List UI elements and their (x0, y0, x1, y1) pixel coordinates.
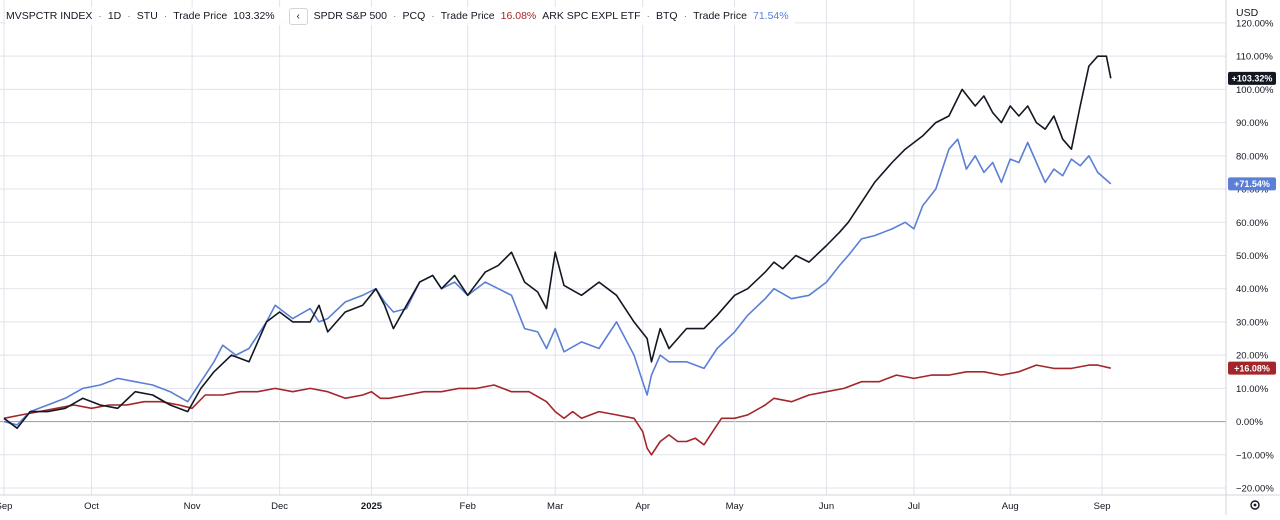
legend-sep: · (98, 10, 102, 22)
price-badge-label-1: +16.08% (1234, 363, 1270, 373)
legend-s1-exchange: STU (136, 10, 158, 22)
series-line-1[interactable] (3, 364, 1111, 456)
legend-sep: · (127, 10, 131, 22)
y-tick-label: 80.00% (1236, 151, 1269, 162)
price-badge-label-0: +103.32% (1232, 74, 1273, 84)
y-tick-label: 20.00% (1236, 351, 1269, 362)
legend-s3-exchange: BTQ (656, 10, 678, 22)
legend-s2-exchange: PCQ (402, 10, 426, 22)
price-badge-1 (1228, 361, 1276, 375)
y-tick-label: 40.00% (1236, 284, 1269, 295)
x-tick-label: Aug (1002, 501, 1019, 512)
currency-label[interactable]: USD (1236, 7, 1259, 19)
x-tick-label: Jun (819, 501, 834, 512)
chevron-left-icon[interactable]: ‹ (288, 7, 308, 25)
legend-sep: · (392, 10, 397, 22)
y-tick-label: 100.00% (1236, 85, 1274, 96)
series-line-0[interactable] (3, 55, 1112, 429)
x-tick-label: Jul (908, 501, 920, 512)
x-tick-label: May (726, 501, 744, 512)
x-tick-label: Feb (460, 501, 476, 512)
x-tick-label: 2025 (361, 501, 383, 512)
x-tick-label: Sep (0, 501, 12, 512)
legend-s3-name[interactable]: ARK SPC EXPL ETF (542, 10, 641, 22)
x-tick-label: Sep (1094, 501, 1111, 512)
y-tick-label: −20.00% (1236, 484, 1274, 495)
y-tick-label: 90.00% (1236, 118, 1269, 129)
x-tick-label: Dec (271, 501, 288, 512)
y-tick-label: 110.00% (1236, 52, 1273, 63)
price-badge-0 (1228, 71, 1276, 85)
y-tick-label: 30.00% (1236, 317, 1269, 328)
legend-s1-price-label: Trade Price (173, 10, 228, 22)
price-badge-2 (1228, 177, 1276, 191)
y-tick-label: 50.00% (1236, 251, 1269, 262)
legend-s2-value: 16.08% (500, 10, 537, 22)
gear-icon-center (1253, 503, 1257, 507)
y-tick-label: 0.00% (1236, 417, 1263, 428)
legend-s1-interval[interactable]: 1D (107, 10, 122, 22)
legend-sep: · (646, 10, 651, 22)
y-tick-label: 60.00% (1236, 218, 1269, 229)
legend-s3-price-label: Trade Price (693, 10, 747, 22)
legend-sep: · (163, 10, 168, 22)
legend-bar: MVSPCTR INDEX · 1D · STU · Trade Price 1… (6, 7, 795, 25)
legend-s1-name[interactable]: MVSPCTR INDEX (6, 10, 93, 22)
x-tick-label: Apr (635, 501, 650, 512)
x-tick-label: Oct (84, 501, 99, 512)
price-badge-label-2: +71.54% (1234, 179, 1270, 189)
legend-s3-value: 71.54% (752, 10, 789, 22)
legend-s2-name[interactable]: SPDR S&P 500 (313, 10, 387, 22)
x-tick-label: Nov (184, 501, 201, 512)
y-tick-label: −10.00% (1236, 450, 1274, 461)
y-tick-label: 10.00% (1236, 384, 1269, 395)
series-line-2[interactable] (3, 138, 1112, 426)
legend-sep: · (431, 10, 435, 22)
x-tick-label: Mar (547, 501, 563, 512)
legend-s1-value: 103.32% (233, 10, 275, 22)
gear-icon[interactable] (1250, 500, 1260, 510)
y-tick-label: 120.00% (1236, 18, 1274, 29)
legend-sep: · (683, 10, 688, 22)
legend-s2-price-label: Trade Price (440, 10, 495, 22)
